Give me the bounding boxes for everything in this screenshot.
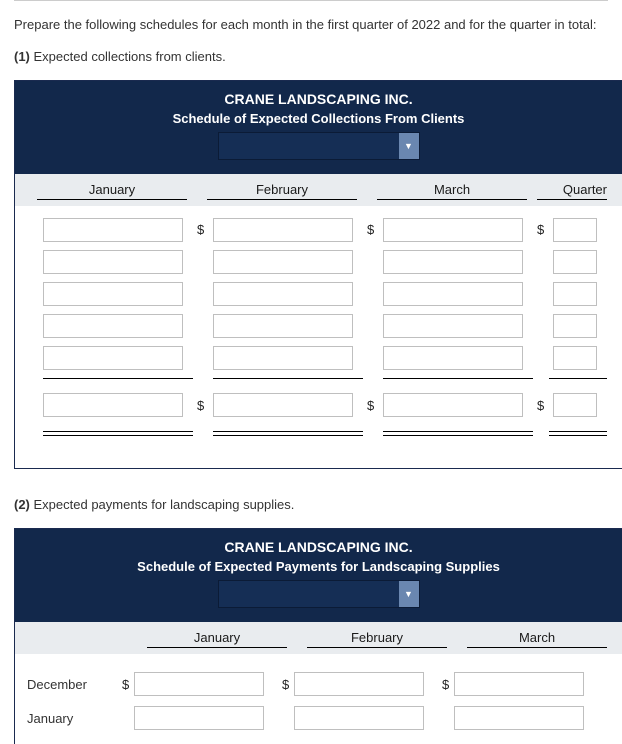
dollar-sign: $	[367, 398, 379, 413]
schedule2-column-headers: January February March	[15, 622, 622, 654]
input-q-total[interactable]	[553, 393, 597, 417]
input-jan-r4[interactable]	[43, 314, 183, 338]
table-row	[27, 314, 610, 338]
input-q-r4[interactable]	[553, 314, 597, 338]
period-dropdown-2[interactable]: ▼	[218, 580, 420, 608]
schedule1-column-headers: January February March Quarter	[15, 174, 622, 206]
input-jan-r3[interactable]	[43, 282, 183, 306]
input-feb-r2[interactable]	[213, 250, 353, 274]
totals-row: $ $ $	[27, 393, 610, 417]
dollar-sign: $	[122, 677, 134, 692]
period-dropdown[interactable]: ▼	[218, 132, 420, 160]
schedule2-header: CRANE LANDSCAPING INC. Schedule of Expec…	[15, 529, 622, 622]
dollar-sign: $	[537, 398, 549, 413]
input-dec-jan[interactable]	[134, 672, 264, 696]
table-row: $ $ $	[27, 218, 610, 242]
schedule1-panel: CRANE LANDSCAPING INC. Schedule of Expec…	[14, 80, 622, 470]
company-name-2: CRANE LANDSCAPING INC.	[23, 539, 614, 555]
input-jan-total[interactable]	[43, 393, 183, 417]
input-feb-r4[interactable]	[213, 314, 353, 338]
input-mar-r1[interactable]	[383, 218, 523, 242]
company-name: CRANE LANDSCAPING INC.	[23, 91, 614, 107]
schedule2-panel: CRANE LANDSCAPING INC. Schedule of Expec…	[14, 528, 622, 744]
input-q-r2[interactable]	[553, 250, 597, 274]
s2-col-january: January	[147, 630, 287, 648]
double-rule	[27, 425, 610, 436]
row-label-january: January	[27, 711, 122, 726]
chevron-down-icon: ▼	[399, 581, 419, 607]
schedule1-header: CRANE LANDSCAPING INC. Schedule of Expec…	[15, 81, 622, 174]
dollar-sign: $	[367, 222, 379, 237]
input-q-r5[interactable]	[553, 346, 597, 370]
schedule1-text: Expected collections from clients.	[30, 49, 226, 64]
input-q-r3[interactable]	[553, 282, 597, 306]
input-mar-total[interactable]	[383, 393, 523, 417]
schedule2-num: (2)	[14, 497, 30, 512]
input-q-r1[interactable]	[553, 218, 597, 242]
input-mar-r4[interactable]	[383, 314, 523, 338]
input-mar-r2[interactable]	[383, 250, 523, 274]
table-row	[27, 346, 610, 370]
col-quarter: Quarter	[537, 182, 607, 200]
input-feb-r3[interactable]	[213, 282, 353, 306]
input-dec-mar[interactable]	[454, 672, 584, 696]
s2-col-march: March	[467, 630, 607, 648]
dollar-sign: $	[197, 222, 209, 237]
schedule1-grid: $ $ $	[15, 206, 622, 469]
table-row: January $ $ $	[27, 706, 610, 730]
input-feb-r1[interactable]	[213, 218, 353, 242]
table-row	[27, 282, 610, 306]
schedule2-title: Schedule of Expected Payments for Landsc…	[23, 559, 614, 574]
dollar-sign: $	[537, 222, 549, 237]
input-jan-r5[interactable]	[43, 346, 183, 370]
col-february: February	[207, 182, 357, 200]
input-dec-feb[interactable]	[294, 672, 424, 696]
s2-col-february: February	[307, 630, 447, 648]
dollar-sign: $	[197, 398, 209, 413]
input-jan-r1[interactable]	[43, 218, 183, 242]
input-jan-feb[interactable]	[294, 706, 424, 730]
input-jan-r2[interactable]	[43, 250, 183, 274]
input-jan-mar[interactable]	[454, 706, 584, 730]
schedule2-prompt: (2) Expected payments for landscaping su…	[14, 497, 608, 512]
input-mar-r5[interactable]	[383, 346, 523, 370]
dollar-sign: $	[282, 677, 294, 692]
dollar-sign: $	[442, 677, 454, 692]
input-mar-r3[interactable]	[383, 282, 523, 306]
schedule2-text: Expected payments for landscaping suppli…	[30, 497, 295, 512]
instructions: Prepare the following schedules for each…	[14, 15, 608, 35]
input-jan-jan[interactable]	[134, 706, 264, 730]
schedule1-title: Schedule of Expected Collections From Cl…	[23, 111, 614, 126]
col-march: March	[377, 182, 527, 200]
input-feb-r5[interactable]	[213, 346, 353, 370]
schedule1-prompt: (1) Expected collections from clients.	[14, 49, 608, 64]
table-row	[27, 250, 610, 274]
row-label-december: December	[27, 677, 122, 692]
input-feb-total[interactable]	[213, 393, 353, 417]
schedule1-num: (1)	[14, 49, 30, 64]
col-january: January	[37, 182, 187, 200]
chevron-down-icon: ▼	[399, 133, 419, 159]
subtotal-rule	[27, 378, 610, 386]
table-row: December $ $ $	[27, 672, 610, 696]
schedule2-grid: December $ $ $ January $ $ $	[15, 654, 622, 744]
